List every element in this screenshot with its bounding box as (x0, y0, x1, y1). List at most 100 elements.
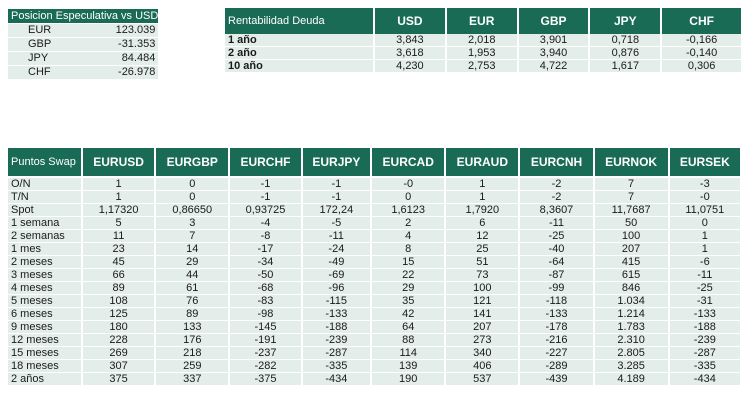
table-row: 15 meses 269 218 -237 -287 114 340 -227 2.805 -28… (8, 346, 743, 360)
tenor-label: 2 semanas (8, 229, 83, 243)
swap-cell: -99 (519, 281, 595, 295)
swap-cell: 4.189 (593, 372, 670, 386)
swap-cell: 125 (82, 307, 157, 321)
swap-cell: 0 (371, 190, 447, 204)
swap-cell: 1,17320 (82, 203, 157, 217)
swap-cell: 11,0751 (668, 203, 743, 217)
swap-cell: -178 (519, 320, 595, 334)
table-row: 9 meses 180 133 -145 -188 64 207 -178 1.783 -188 (8, 320, 743, 334)
swap-cell: 340 (445, 346, 521, 360)
swap-cell: -31 (668, 294, 743, 308)
swap-cell: -191 (229, 333, 303, 347)
table-row: 2 año 3,618 1,953 3,940 0,876 -0,140 (225, 46, 743, 60)
yield-cell: 0,306 (661, 59, 743, 73)
swap-cell: -375 (229, 372, 303, 386)
position-value: -31.353 (83, 37, 159, 52)
table-row: 3 meses 66 44 -50 -69 22 73 -87 615 -11 (8, 268, 743, 282)
swap-cell: -439 (519, 372, 595, 386)
swap-cell: -11 (301, 229, 373, 243)
table-row: 2 años 375 337 -375 -434 190 537 -439 4.189 -434 (8, 372, 743, 386)
swap-cell: 133 (155, 320, 231, 334)
swap-cell: -24 (301, 242, 373, 256)
swap-cell: 8,3607 (519, 203, 595, 217)
table-row: 1 mes 23 14 -17 -24 8 25 -40 207 1 (8, 242, 743, 256)
column-header: CHF (661, 8, 743, 34)
swap-cell: -3 (668, 178, 743, 191)
swap-cell: 6 (445, 216, 521, 230)
swap-cell: -64 (519, 255, 595, 269)
puntos-swap-table: Puntos Swap EURUSD EURGBP EURCHF EURJPY EURC… (8, 148, 743, 386)
swap-cell: -40 (519, 242, 595, 256)
yield-cell: 4,722 (517, 59, 591, 73)
swap-cell: 45 (82, 255, 157, 269)
table-row: 12 meses 228 176 -191 -239 88 273 -216 2.310 -239 (8, 333, 743, 347)
swap-cell: 259 (155, 359, 231, 373)
swap-cell: -145 (229, 320, 303, 334)
swap-cell: 1 (445, 178, 521, 191)
posicion-title: Posicion Especulativa vs USD (8, 9, 159, 24)
table-row: Spot 1,17320 0,86650 0,93725 172,24 1,6123 1,7… (8, 203, 743, 217)
swap-cell: -239 (301, 333, 373, 347)
swap-cell: -335 (301, 359, 373, 373)
swap-cell: 23 (82, 242, 157, 256)
swap-cell: -133 (519, 307, 595, 321)
swap-cell: -4 (229, 216, 303, 230)
table-row: 18 meses 307 259 -282 -335 139 406 -289 3.285 -33… (8, 359, 743, 373)
swap-cell: 1.783 (593, 320, 670, 334)
swap-cell: 64 (371, 320, 447, 334)
swap-cell: -289 (519, 359, 595, 373)
swap-cell: 0 (668, 216, 743, 230)
yield-cell: 0,718 (589, 34, 663, 47)
swap-cell: 207 (593, 242, 670, 256)
swap-cell: 139 (371, 359, 447, 373)
swap-cell: 25 (445, 242, 521, 256)
tenor-label: T/N (8, 190, 83, 204)
tenor-label: 12 meses (8, 333, 83, 347)
swap-cell: 89 (155, 307, 231, 321)
swap-cell: 176 (155, 333, 231, 347)
posicion-especulativa-table: Posicion Especulativa vs USD EUR 123.039… (8, 9, 159, 80)
rentabilidad-title: Rentabilidad Deuda (225, 8, 375, 34)
swap-cell: 15 (371, 255, 447, 269)
swap-cell: -434 (301, 372, 373, 386)
swap-cell: 8 (371, 242, 447, 256)
swap-cell: 0 (155, 178, 231, 191)
swap-cell: -287 (668, 346, 743, 360)
column-header: EUR (445, 8, 519, 34)
column-header: EURCHF (229, 148, 303, 176)
table-row: GBP -31.353 (8, 37, 159, 52)
swap-cell: 2 (371, 216, 447, 230)
column-header: EURGBP (155, 148, 231, 176)
swap-cell: 5 (82, 216, 157, 230)
swap-cell: -49 (301, 255, 373, 269)
swap-cell: -5 (301, 216, 373, 230)
yield-cell: 2,753 (445, 59, 519, 73)
swap-cell: -0 (371, 178, 447, 191)
currency-label: EUR (8, 23, 83, 38)
maturity-label: 2 año (225, 46, 375, 60)
swap-cell: 1 (668, 242, 743, 256)
yield-cell: 4,230 (374, 59, 447, 73)
column-header: EURNOK (593, 148, 670, 176)
column-header: EURCNH (519, 148, 595, 176)
swap-cell: 42 (371, 307, 447, 321)
swap-cell: 0 (155, 190, 231, 204)
swap-cell: 51 (445, 255, 521, 269)
swap-cell: 7 (593, 190, 670, 204)
swap-cell: 307 (82, 359, 157, 373)
swap-cell: -50 (229, 268, 303, 282)
swap-cell: 1 (82, 190, 157, 204)
swap-cell: -34 (229, 255, 303, 269)
yield-cell: -0,166 (661, 34, 743, 47)
swap-cell: -1 (301, 190, 373, 204)
swap-cell: 11,7687 (593, 203, 670, 217)
swap-cell: -25 (519, 229, 595, 243)
swap-cell: 73 (445, 268, 521, 282)
swap-cell: -11 (519, 216, 595, 230)
swap-cell: -83 (229, 294, 303, 308)
swap-cell: -239 (668, 333, 743, 347)
table-row: T/N 1 0 -1 -1 0 1 -2 7 -0 (8, 190, 743, 204)
swap-cell: 615 (593, 268, 670, 282)
swap-cell: 218 (155, 346, 231, 360)
swap-cell: 4 (371, 229, 447, 243)
